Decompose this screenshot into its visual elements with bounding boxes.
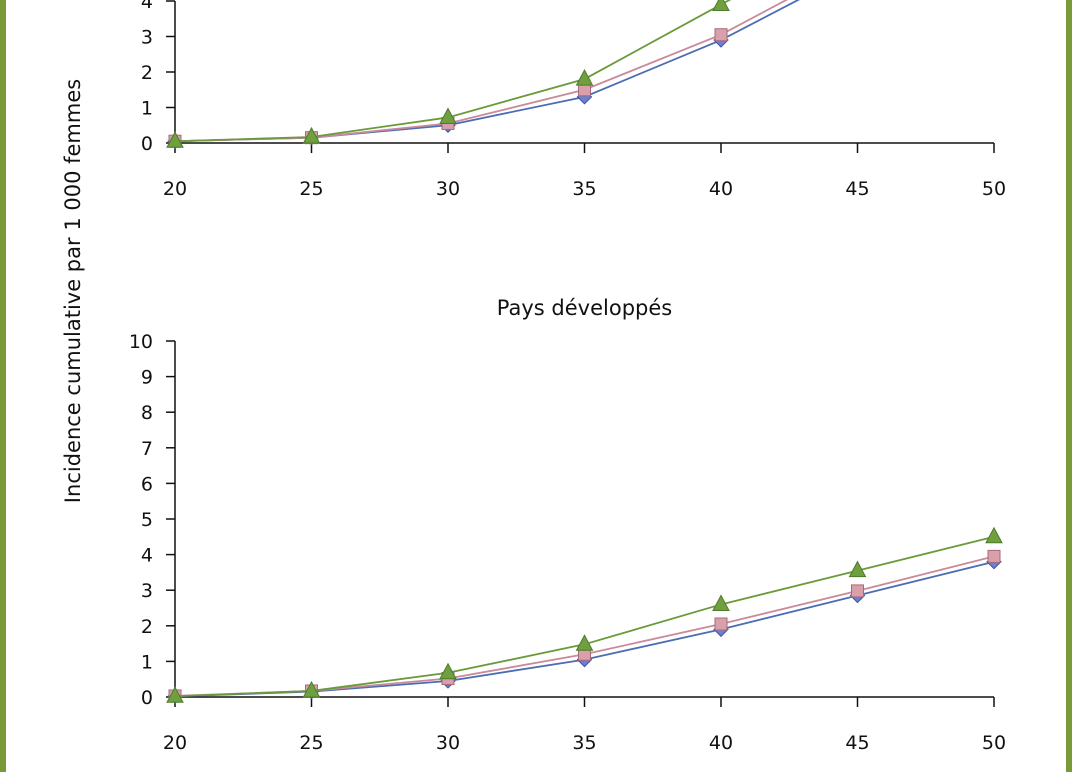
x-tick-label: 35 xyxy=(572,178,596,200)
series-line-diamond xyxy=(174,560,995,698)
y-tick-label: 10 xyxy=(129,331,153,353)
data-point-triangle xyxy=(848,560,867,578)
y-tick-label: 9 xyxy=(141,367,153,389)
x-tick-label: 40 xyxy=(709,178,733,200)
data-point-triangle xyxy=(166,131,184,148)
y-tick-label: 6 xyxy=(141,473,153,495)
data-point-triangle xyxy=(439,107,457,124)
series-group xyxy=(166,526,1003,704)
data-point-square xyxy=(714,617,728,631)
data-point-triangle xyxy=(712,0,730,12)
y-tick-label: 3 xyxy=(141,27,153,49)
chart-title: Pays développés xyxy=(497,296,672,320)
data-point-triangle xyxy=(575,634,594,651)
y-tick-label: 4 xyxy=(141,0,153,13)
x-tick-label: 40 xyxy=(709,732,733,754)
data-point-square xyxy=(714,28,728,42)
y-tick-label: 2 xyxy=(141,62,153,84)
chart-1: 0 1 2 3 4 20 25 30 35 40 45 50 xyxy=(141,0,1006,200)
x-tick-label: 20 xyxy=(163,178,187,200)
x-tick-label: 35 xyxy=(572,732,596,754)
y-tick-label: 8 xyxy=(141,402,153,424)
x-tick-label: 30 xyxy=(436,732,460,754)
x-tick-label: 45 xyxy=(845,732,869,754)
y-tick-label: 3 xyxy=(141,580,153,602)
x-tick-label: 25 xyxy=(299,732,323,754)
y-tick-label: 0 xyxy=(141,687,153,709)
x-tick-label: 20 xyxy=(163,732,187,754)
data-point-triangle xyxy=(985,526,1003,544)
data-point-square xyxy=(851,584,864,598)
x-tick-label: 50 xyxy=(982,178,1006,200)
y-tick-label: 2 xyxy=(141,616,153,638)
series-line-square xyxy=(174,555,995,697)
series-line-triangle xyxy=(174,535,995,698)
x-tick-label: 45 xyxy=(845,178,869,200)
y-axis-label: Incidence cumulative par 1 000 femmes xyxy=(61,79,85,503)
y-tick-label: 7 xyxy=(141,438,153,460)
data-point-triangle xyxy=(712,594,730,611)
data-point-square xyxy=(987,549,1001,563)
y-tick-label: 4 xyxy=(141,545,153,567)
x-tick-label: 50 xyxy=(982,732,1006,754)
data-point-triangle xyxy=(302,126,321,144)
y-tick-label: 0 xyxy=(141,133,153,155)
y-tick-label: 1 xyxy=(141,651,153,673)
data-point-triangle xyxy=(575,69,594,86)
data-point-triangle xyxy=(439,662,457,680)
y-tick-label: 1 xyxy=(141,98,153,120)
x-tick-label: 30 xyxy=(436,178,460,200)
series-group xyxy=(166,0,800,149)
data-point-triangle xyxy=(302,680,321,698)
data-point-triangle xyxy=(166,686,184,703)
x-tick-label: 25 xyxy=(299,178,323,200)
y-tick-label: 5 xyxy=(141,509,153,531)
